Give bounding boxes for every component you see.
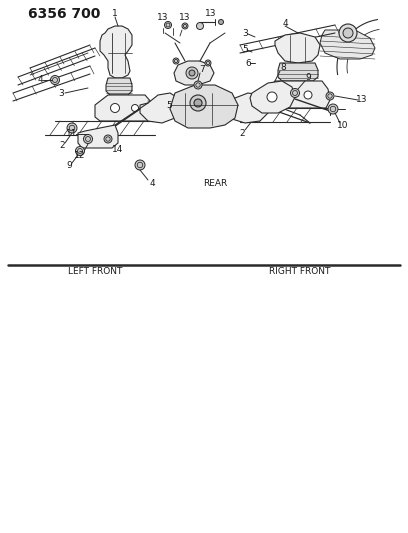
Text: 4: 4: [149, 179, 155, 188]
Circle shape: [84, 134, 93, 143]
Text: 6356 700: 6356 700: [28, 7, 100, 21]
Polygon shape: [250, 81, 295, 113]
Text: LEFT FRONT: LEFT FRONT: [68, 268, 122, 277]
Text: 11: 11: [66, 130, 78, 139]
Text: 13: 13: [356, 95, 368, 104]
Text: 10: 10: [337, 122, 349, 131]
Polygon shape: [278, 63, 318, 81]
Circle shape: [189, 70, 195, 76]
Text: 1: 1: [112, 10, 118, 19]
Circle shape: [182, 23, 188, 29]
Polygon shape: [100, 26, 132, 78]
Text: REAR: REAR: [203, 179, 227, 188]
Circle shape: [164, 21, 171, 28]
Polygon shape: [320, 30, 375, 59]
Circle shape: [339, 24, 357, 42]
Circle shape: [104, 135, 112, 143]
Circle shape: [281, 91, 289, 99]
Text: 13: 13: [179, 13, 191, 22]
Text: 4: 4: [282, 19, 288, 28]
Circle shape: [197, 22, 204, 29]
Polygon shape: [275, 33, 320, 63]
Circle shape: [328, 104, 338, 114]
Circle shape: [131, 104, 138, 111]
Text: 3: 3: [58, 88, 64, 98]
Text: 2: 2: [239, 128, 245, 138]
Circle shape: [186, 67, 198, 79]
Text: 12: 12: [74, 151, 86, 160]
Text: 9: 9: [305, 74, 311, 83]
Text: 4: 4: [37, 76, 43, 85]
Text: 5: 5: [166, 101, 172, 109]
Text: 14: 14: [112, 146, 124, 155]
Polygon shape: [106, 78, 132, 95]
Circle shape: [194, 99, 202, 107]
Polygon shape: [170, 85, 238, 128]
Text: 8: 8: [280, 63, 286, 72]
Circle shape: [343, 28, 353, 38]
Polygon shape: [95, 95, 155, 121]
Circle shape: [173, 58, 179, 64]
Circle shape: [290, 88, 299, 98]
Polygon shape: [265, 81, 330, 108]
Circle shape: [219, 20, 224, 25]
Polygon shape: [226, 93, 268, 123]
Polygon shape: [174, 61, 214, 85]
Circle shape: [194, 81, 202, 89]
Text: 2: 2: [59, 141, 65, 149]
Text: 7: 7: [199, 66, 205, 75]
Text: 6: 6: [245, 59, 251, 68]
Circle shape: [267, 92, 277, 102]
Circle shape: [190, 95, 206, 111]
Circle shape: [67, 123, 77, 133]
Circle shape: [304, 91, 312, 99]
Polygon shape: [78, 125, 118, 148]
Text: 9: 9: [66, 161, 72, 171]
Circle shape: [250, 111, 260, 121]
Circle shape: [51, 76, 60, 85]
Text: 13: 13: [205, 10, 217, 19]
Circle shape: [326, 92, 334, 100]
Text: 5: 5: [242, 45, 248, 54]
Circle shape: [205, 60, 211, 66]
Text: 3: 3: [242, 29, 248, 38]
Circle shape: [135, 160, 145, 170]
Text: 13: 13: [157, 13, 169, 22]
Text: RIGHT FRONT: RIGHT FRONT: [269, 268, 331, 277]
Circle shape: [75, 147, 84, 156]
Circle shape: [111, 103, 120, 112]
Polygon shape: [140, 93, 180, 123]
